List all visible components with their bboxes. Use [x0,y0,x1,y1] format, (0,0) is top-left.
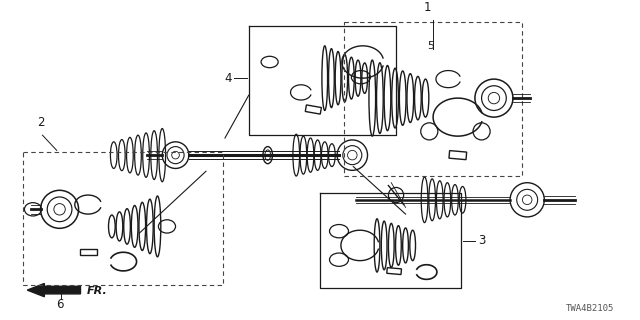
Text: 3: 3 [478,234,485,247]
Text: 2: 2 [37,116,44,129]
Text: FR.: FR. [87,286,108,296]
Bar [305,105,321,114]
Text: 1: 1 [424,1,431,14]
Bar [79,249,97,255]
Bar [449,151,467,160]
FancyArrow shape [28,284,81,297]
Text: 4: 4 [224,72,232,85]
Text: 5: 5 [428,41,435,51]
Text: 6: 6 [56,298,63,311]
Bar [387,268,401,275]
Text: TWA4B2105: TWA4B2105 [566,304,614,313]
